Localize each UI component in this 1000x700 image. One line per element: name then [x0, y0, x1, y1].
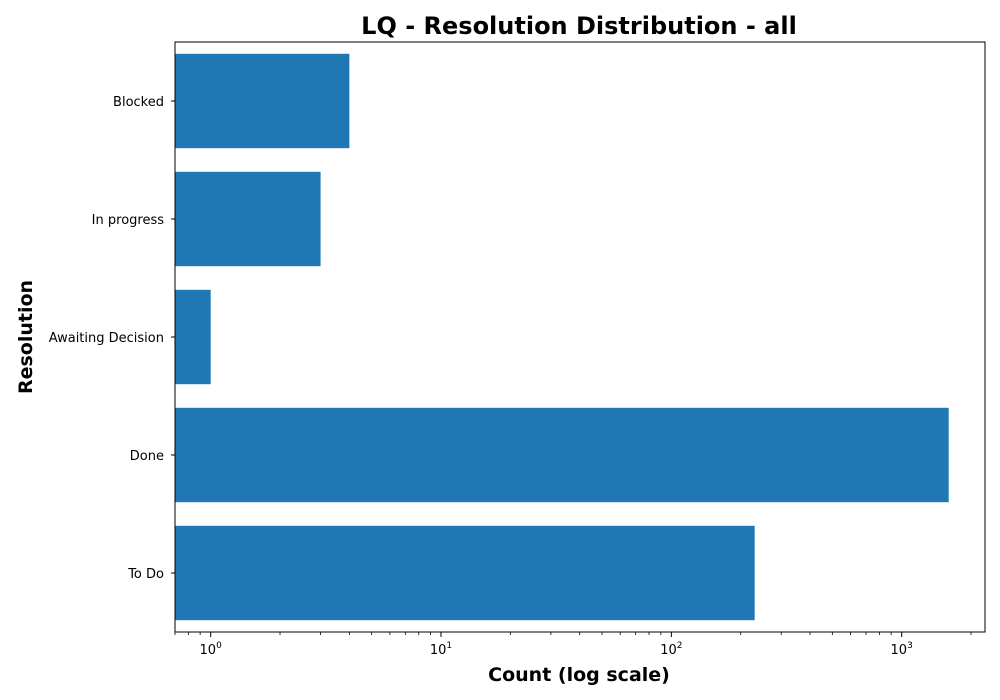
y-ticks-group: To Do Done Awaiting Decision In progress Blo…: [49, 95, 175, 582]
x-tick-label: 100: [200, 641, 223, 658]
bars-group: [175, 53, 949, 621]
y-tick-label: Awaiting Decision: [49, 331, 164, 346]
bar-done: [175, 407, 949, 503]
y-tick-label: In progress: [92, 213, 165, 228]
bar-in-progress: [175, 171, 321, 267]
plot-frame: [174, 41, 986, 633]
bar-awaiting-decision: [175, 289, 211, 385]
chart-title: LQ - Resolution Distribution - all: [361, 12, 797, 40]
bar-blocked: [175, 53, 350, 149]
x-ticks-group: 100 101 102 103: [174, 632, 972, 658]
x-tick-label: 102: [660, 641, 682, 658]
x-tick-label: 101: [430, 641, 452, 658]
y-tick-label: To Do: [127, 567, 164, 582]
x-tick-label: 103: [891, 641, 913, 658]
x-axis-label: Count (log scale): [488, 664, 670, 686]
y-tick-label: Done: [130, 449, 164, 464]
y-tick-label: Blocked: [113, 95, 164, 110]
y-axis-label: Resolution: [15, 280, 37, 394]
bar-to-do: [175, 525, 755, 621]
